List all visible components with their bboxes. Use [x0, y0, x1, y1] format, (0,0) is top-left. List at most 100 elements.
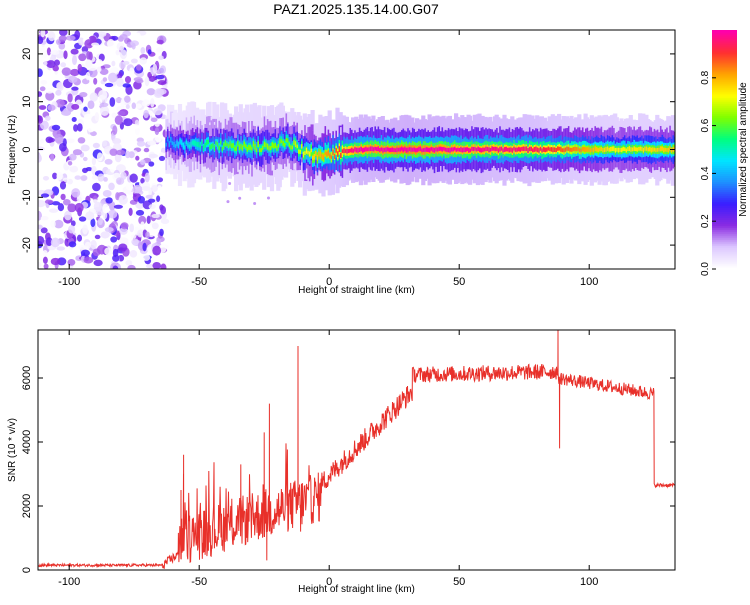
noise-cell: [145, 263, 155, 269]
noise-cell: [129, 223, 135, 233]
noise-cell: [76, 196, 82, 202]
noise-cell: [131, 102, 137, 110]
noise-cell: [84, 241, 91, 250]
colorbar-cell: [712, 167, 737, 171]
noise-cell: [102, 140, 108, 147]
noise-cell: [79, 91, 88, 98]
noise-cell: [93, 77, 98, 85]
noise-cell: [86, 51, 91, 60]
noise-cell: [60, 193, 66, 201]
noise-cell: [38, 262, 42, 268]
colorbar-cell: [712, 115, 737, 119]
noise-cell: [152, 245, 162, 256]
y-tick-label: 4000: [21, 430, 33, 454]
colorbar-cell: [712, 251, 737, 254]
noise-cell: [93, 259, 103, 267]
noise-cell: [38, 91, 43, 97]
noise-cell: [112, 254, 120, 262]
noise-cell: [103, 177, 108, 182]
y-tick-label: 6000: [21, 366, 33, 390]
noise-cell: [147, 49, 152, 55]
colorbar-cell: [712, 185, 737, 188]
noise-cell: [120, 98, 125, 109]
noise-cell: [76, 234, 83, 242]
colorbar-cell: [712, 149, 737, 153]
y-tick-label: -20: [21, 237, 33, 253]
noise-cell: [60, 62, 67, 68]
noise-cell: [125, 182, 134, 191]
noise-cell: [157, 80, 167, 86]
noise-cell: [39, 120, 49, 130]
noise-cell: [68, 75, 78, 84]
noise-cell: [128, 207, 133, 217]
noise-cell: [82, 156, 88, 162]
noise-cell: [38, 154, 42, 163]
colorbar-cell: [712, 211, 737, 214]
noise-cell: [72, 149, 83, 156]
noise-cell: [44, 199, 54, 204]
noise-cell: [104, 247, 113, 256]
colorbar-cell: [712, 155, 737, 159]
noise-cell: [68, 225, 76, 234]
x-tick-label: -100: [58, 276, 80, 288]
noise-cell: [154, 127, 160, 136]
noise-cell: [40, 216, 49, 221]
y-tick-label: 0: [21, 567, 33, 573]
colorbar-cell: [712, 181, 737, 184]
noise-cell: [46, 47, 51, 56]
noise-cell: [70, 249, 77, 256]
noise-cell: [158, 55, 164, 60]
noise-cell: [116, 77, 124, 88]
noise-cell: [65, 35, 76, 41]
colorbar-cell: [712, 193, 737, 196]
colorbar-cell: [712, 265, 737, 268]
y-tick-label: 2000: [21, 494, 33, 518]
noise-cell: [77, 137, 86, 144]
colorbar-cell: [712, 113, 737, 117]
noise-cell: [71, 103, 80, 110]
noise-cell: [67, 259, 76, 266]
colorbar-cell: [712, 79, 737, 83]
colorbar-cell: [712, 267, 737, 270]
noise-cell: [150, 184, 158, 193]
colorbar-cell: [712, 257, 737, 260]
colorbar-cell: [712, 215, 737, 218]
colorbar-cell: [712, 30, 737, 33]
colorbar-cell: [712, 73, 737, 77]
noise-cell: [139, 57, 147, 65]
noise-cell: [104, 227, 114, 233]
noise-cell: [82, 224, 88, 235]
noise-cell: [69, 153, 77, 161]
colorbar-cell: [712, 83, 737, 87]
colorbar-cell: [712, 229, 737, 232]
noise-cell: [43, 61, 48, 66]
noise-cell: [145, 194, 153, 199]
noise-cell: [85, 211, 95, 221]
x-tick-label: 50: [453, 576, 465, 588]
snr-series-line: [38, 330, 675, 569]
noise-cell: [140, 46, 146, 55]
noise-cell: [59, 142, 67, 152]
noise-cell: [46, 60, 56, 69]
colorbar-cell: [712, 65, 737, 69]
noise-cell: [92, 142, 100, 149]
noise-cell: [89, 92, 98, 102]
noise-cell: [117, 110, 126, 116]
colorbar-cell: [712, 205, 737, 208]
noise-cell: [148, 161, 155, 167]
colorbar-cell: [712, 239, 737, 242]
noise-cell: [118, 61, 126, 69]
noise-cell: [84, 39, 94, 49]
colorbar-tick-label: 0.6: [700, 118, 711, 132]
noise-cell: [77, 123, 83, 132]
noise-cell: [116, 42, 125, 51]
noise-cell: [94, 234, 101, 240]
noise-cell: [96, 244, 107, 255]
colorbar-cell: [712, 263, 737, 266]
colorbar-cell: [712, 249, 737, 252]
noise-cell: [97, 173, 105, 182]
y-tick-label: -10: [21, 189, 33, 205]
noise-cell: [40, 30, 46, 38]
figure-title: PAZ1.2025.135.14.00.G07: [273, 1, 439, 17]
x-tick-label: 100: [580, 576, 598, 588]
